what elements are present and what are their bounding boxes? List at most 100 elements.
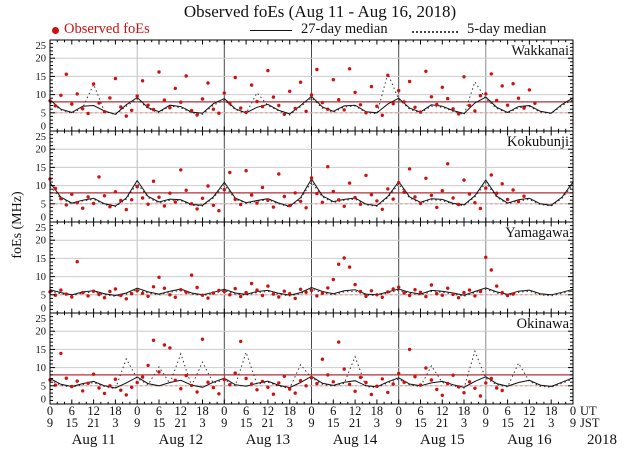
svg-text:12: 12 <box>175 404 188 418</box>
panel-okinawa: 0 5 10 15 20 25 Okinawa <box>36 312 574 406</box>
svg-text:20: 20 <box>36 327 47 338</box>
svg-text:20: 20 <box>36 236 47 247</box>
svg-text:6: 6 <box>243 404 249 418</box>
svg-text:6: 6 <box>156 404 162 418</box>
svg-text:UT: UT <box>580 404 597 418</box>
svg-text:Yamagawa: Yamagawa <box>505 225 569 241</box>
svg-text:18: 18 <box>371 404 384 418</box>
svg-text:5: 5 <box>41 381 46 392</box>
svg-text:21: 21 <box>175 416 188 430</box>
svg-text:15: 15 <box>240 416 253 430</box>
legend-median27-label: 27-day median <box>301 21 388 37</box>
svg-text:6: 6 <box>417 404 423 418</box>
svg-text:Aug 13: Aug 13 <box>246 432 291 448</box>
svg-text:0: 0 <box>396 404 402 418</box>
svg-text:9: 9 <box>396 416 402 430</box>
svg-text:18: 18 <box>458 404 471 418</box>
svg-text:0: 0 <box>47 404 53 418</box>
svg-text:15: 15 <box>501 416 514 430</box>
svg-text:3: 3 <box>548 416 554 430</box>
svg-text:12: 12 <box>436 404 449 418</box>
svg-text:9: 9 <box>134 416 140 430</box>
median27-line-icon <box>250 30 292 31</box>
svg-text:0: 0 <box>41 304 46 315</box>
svg-text:Aug 14: Aug 14 <box>333 432 378 448</box>
svg-text:21: 21 <box>349 416 362 430</box>
svg-text:9: 9 <box>47 416 53 430</box>
svg-text:5: 5 <box>41 199 46 210</box>
svg-text:Aug 12: Aug 12 <box>159 432 204 448</box>
svg-text:12: 12 <box>262 404 275 418</box>
legend-median5-label: 5-day median <box>467 21 547 37</box>
legend-observed-label: Observed foEs <box>64 21 150 37</box>
svg-text:12: 12 <box>87 404 100 418</box>
svg-text:9: 9 <box>483 416 489 430</box>
svg-text:18: 18 <box>283 404 296 418</box>
svg-text:15: 15 <box>36 163 47 174</box>
svg-text:25: 25 <box>36 223 47 234</box>
svg-text:6: 6 <box>330 404 336 418</box>
median5-line-icon <box>412 31 458 33</box>
svg-text:15: 15 <box>327 416 340 430</box>
svg-text:10: 10 <box>36 90 47 101</box>
svg-text:0: 0 <box>221 404 227 418</box>
svg-text:12: 12 <box>523 404 536 418</box>
svg-text:9: 9 <box>221 416 227 430</box>
svg-text:Aug 16: Aug 16 <box>507 432 552 448</box>
svg-text:21: 21 <box>436 416 449 430</box>
svg-text:0: 0 <box>41 213 46 224</box>
svg-text:3: 3 <box>287 416 293 430</box>
svg-text:Kokubunji: Kokubunji <box>507 134 569 150</box>
svg-text:0: 0 <box>483 404 489 418</box>
svg-text:9: 9 <box>570 416 576 430</box>
panel-yamagawa: 0 5 10 15 20 25 Yamagawa <box>36 221 574 315</box>
svg-text:2018: 2018 <box>587 432 617 448</box>
svg-text:Aug 11: Aug 11 <box>72 432 116 448</box>
svg-text:5: 5 <box>41 108 46 119</box>
svg-text:20: 20 <box>36 54 47 65</box>
svg-text:15: 15 <box>36 72 47 83</box>
svg-text:JST: JST <box>580 416 600 430</box>
svg-text:10: 10 <box>36 181 47 192</box>
svg-text:25: 25 <box>36 314 47 325</box>
svg-text:15: 15 <box>36 345 47 356</box>
svg-text:5: 5 <box>41 290 46 301</box>
svg-text:0: 0 <box>41 395 46 406</box>
svg-text:9: 9 <box>308 416 314 430</box>
svg-text:3: 3 <box>112 416 118 430</box>
svg-text:15: 15 <box>36 254 47 265</box>
panel-wakkanai: 0 5 10 15 20 25 Wakkanai <box>36 39 574 133</box>
chart-title: Observed foEs (Aug 11 - Aug 16, 2018) <box>183 2 457 21</box>
svg-text:Wakkanai: Wakkanai <box>511 43 569 59</box>
svg-text:12: 12 <box>349 404 362 418</box>
svg-text:0: 0 <box>41 122 46 133</box>
svg-text:Okinawa: Okinawa <box>517 316 570 332</box>
svg-text:25: 25 <box>36 132 47 143</box>
svg-text:15: 15 <box>153 416 166 430</box>
svg-text:0: 0 <box>308 404 314 418</box>
svg-text:3: 3 <box>374 416 380 430</box>
svg-text:15: 15 <box>414 416 427 430</box>
svg-text:18: 18 <box>545 404 558 418</box>
svg-text:0: 0 <box>134 404 140 418</box>
svg-text:15: 15 <box>66 416 79 430</box>
svg-text:25: 25 <box>36 41 47 52</box>
svg-text:20: 20 <box>36 145 47 156</box>
svg-text:6: 6 <box>504 404 510 418</box>
observed-dot-icon <box>52 27 59 34</box>
svg-text:21: 21 <box>262 416 275 430</box>
svg-text:21: 21 <box>87 416 100 430</box>
svg-text:21: 21 <box>523 416 536 430</box>
svg-text:3: 3 <box>199 416 205 430</box>
svg-text:18: 18 <box>109 404 122 418</box>
svg-text:10: 10 <box>36 363 47 374</box>
svg-text:3: 3 <box>461 416 467 430</box>
svg-text:0: 0 <box>570 404 576 418</box>
panel-kokubunji: 0 5 10 15 20 25 Kokubunji <box>36 130 574 224</box>
svg-text:Aug 15: Aug 15 <box>420 432 465 448</box>
svg-text:6: 6 <box>69 404 75 418</box>
svg-text:10: 10 <box>36 272 47 283</box>
